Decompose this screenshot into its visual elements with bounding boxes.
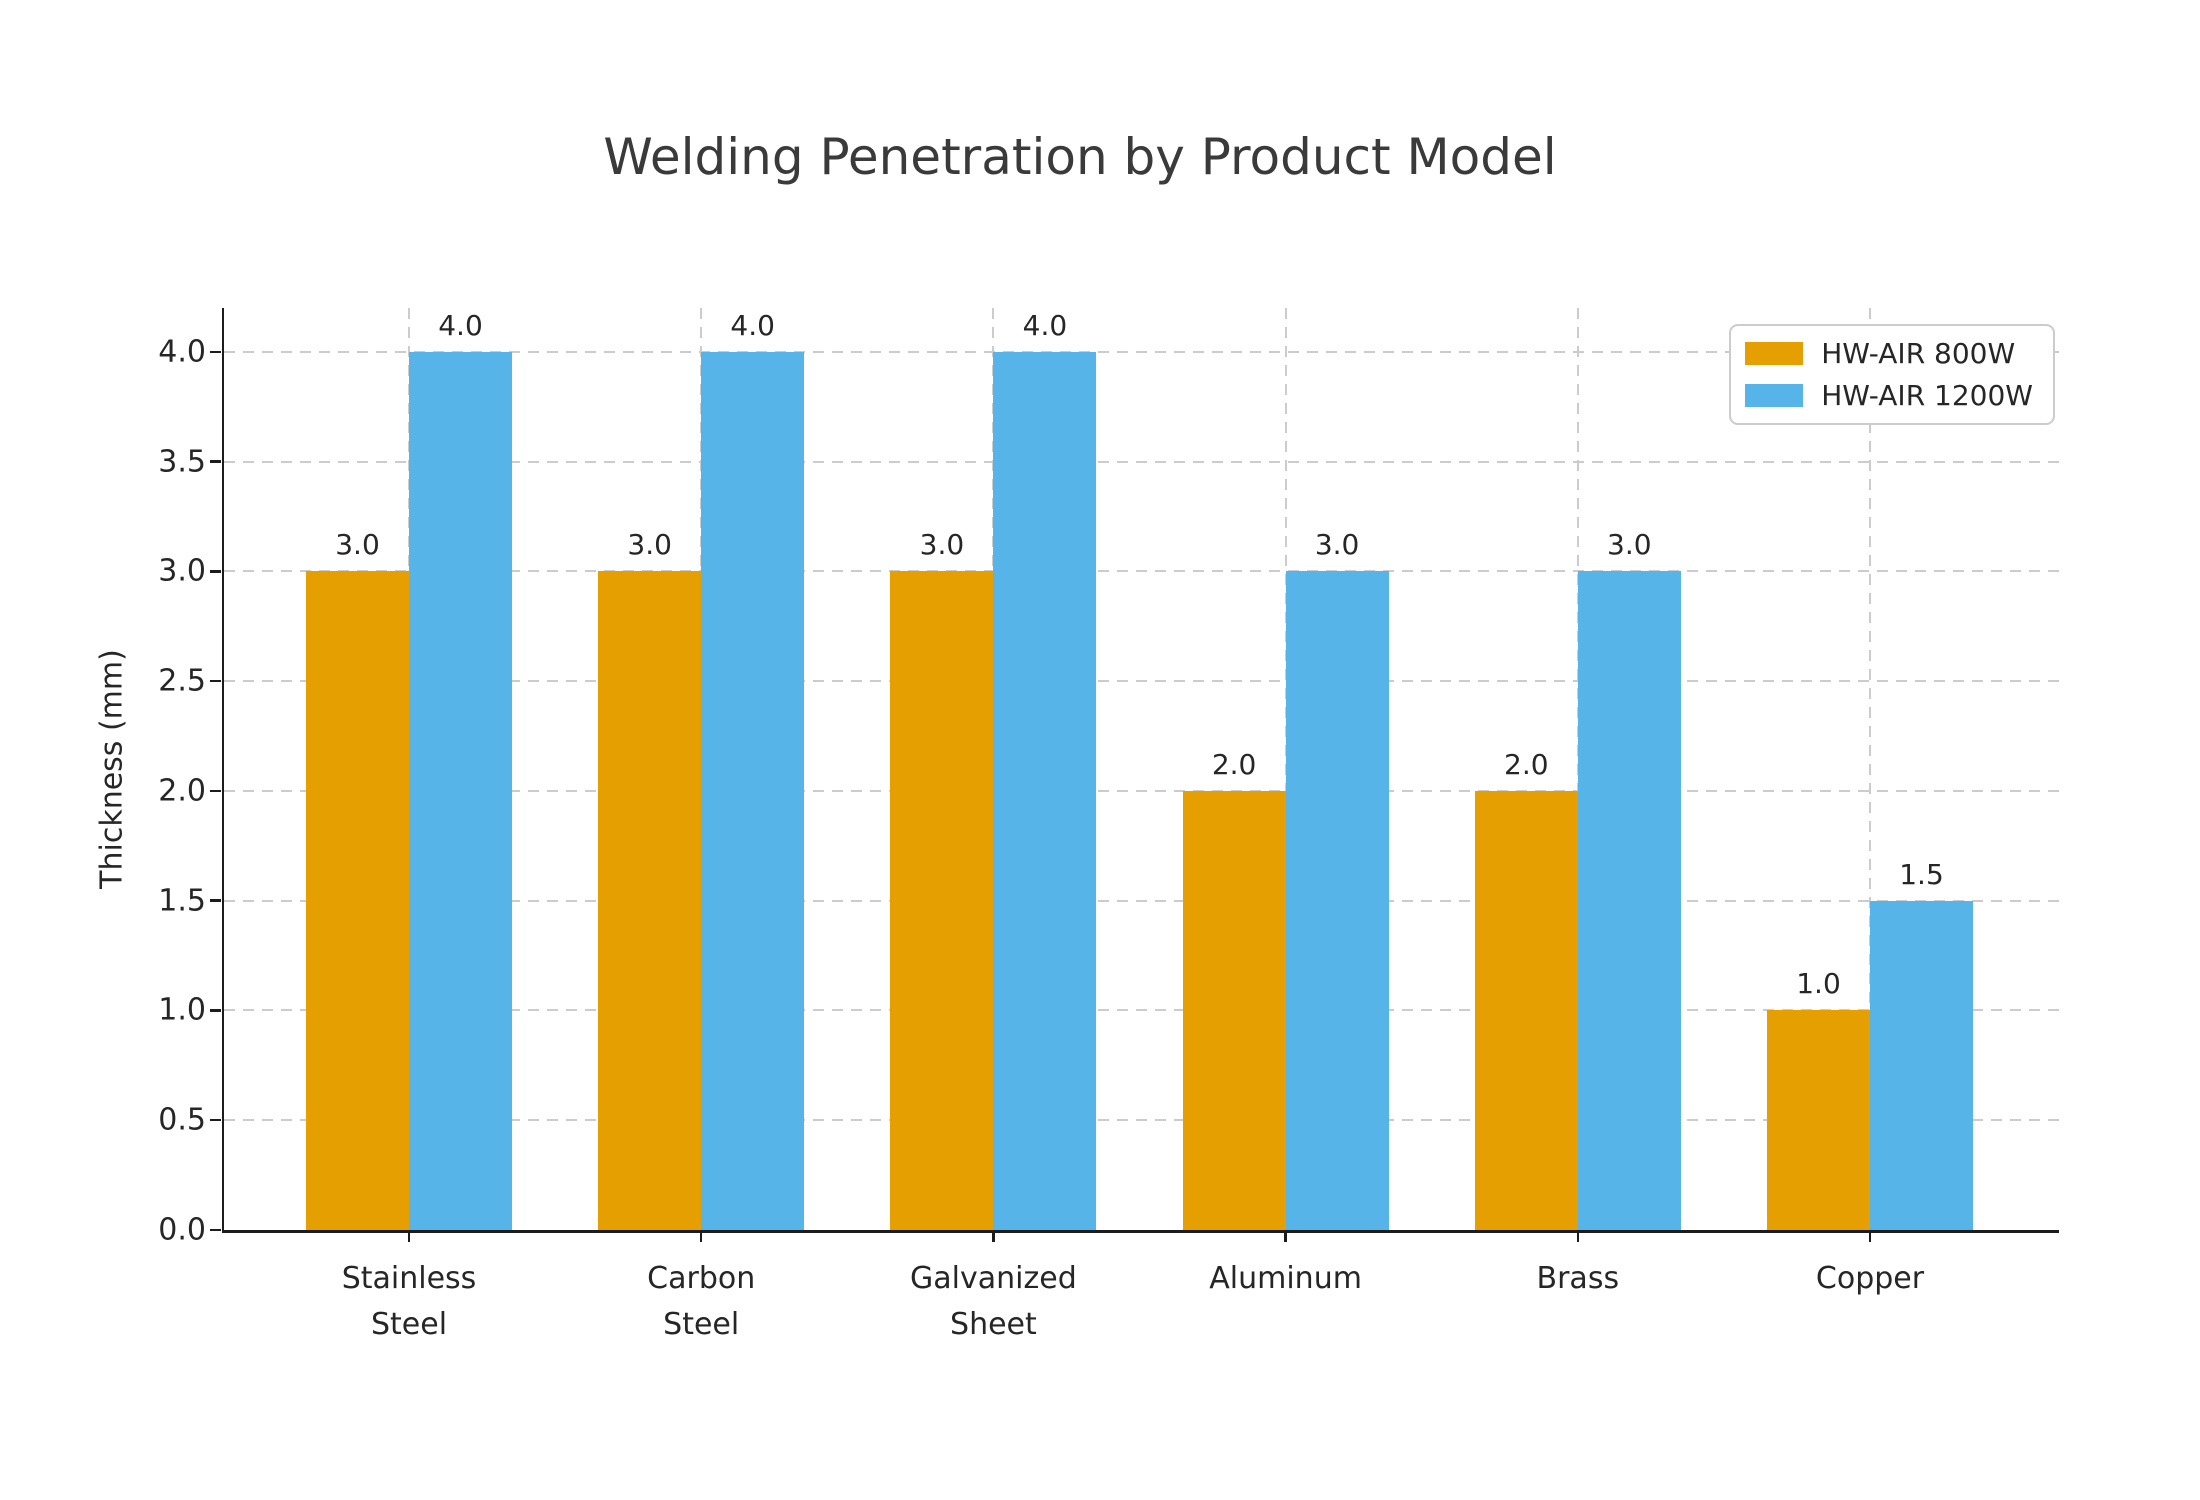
y-tick-mark (210, 1009, 221, 1012)
bar-value-label: 4.0 (730, 308, 775, 342)
y-tick-mark (210, 1118, 221, 1122)
bar-hw-air-1200w-stainless-steel (409, 351, 512, 1230)
legend-label: HW-AIR 1200W (1821, 379, 2033, 412)
gridline-horizontal (224, 899, 2059, 902)
bar-value-label: 2.0 (1211, 747, 1257, 781)
x-category-label-aluminum: Aluminum (1209, 1256, 1362, 1302)
plot-area: HW-AIR 800W HW-AIR 1200W 0.0 0.5 1.0 1.5 2.0 2… (158, 308, 2059, 1342)
bar-hw-air-1200w-galvanized-sheet (993, 351, 1097, 1230)
bar-hw-air-800w-galvanized-sheet (890, 571, 994, 1230)
y-tick-label: 1.5 (158, 883, 206, 919)
x-category-label-line: Copper (1815, 1261, 1925, 1296)
bar-hw-air-1200w-copper (1870, 900, 1973, 1230)
y-tick-label: 1.0 (158, 992, 206, 1028)
bar-value-label: 3.0 (1607, 528, 1652, 562)
x-tick-mark (699, 1233, 703, 1242)
bar-hw-air-1200w-carbon-steel (701, 351, 805, 1230)
bar-hw-air-1200w-aluminum (1285, 571, 1389, 1230)
bar-value-label: 3.0 (919, 528, 965, 562)
y-tick-mark (210, 899, 221, 902)
x-category-label-line: Steel (370, 1307, 448, 1342)
y-tick-label: 3.5 (158, 444, 206, 480)
y-tick-mark (210, 460, 221, 463)
x-tick-mark (992, 1233, 995, 1242)
x-category-label-line: Steel (663, 1307, 740, 1342)
x-tick-mark (1576, 1233, 1580, 1242)
gridline-horizontal (224, 350, 2059, 353)
x-category-label-stainless-steel: Stainless Steel (342, 1256, 477, 1348)
bar-hw-air-1200w-brass (1577, 571, 1681, 1230)
y-tick-mark (210, 789, 221, 793)
x-category-label-line: Aluminum (1209, 1261, 1362, 1296)
y-tick-mark (210, 350, 221, 354)
legend: HW-AIR 800W HW-AIR 1200W (1729, 324, 2055, 425)
x-tick-mark (1284, 1233, 1287, 1242)
gridline-horizontal (224, 1009, 2059, 1012)
y-tick-label: 0.5 (158, 1102, 206, 1138)
gridline-horizontal (224, 789, 2059, 792)
gridline-horizontal (224, 460, 2059, 463)
y-tick-mark (210, 570, 221, 573)
legend-swatch-hw-air-1200w (1745, 384, 1804, 407)
bar-value-label: 2.0 (1504, 747, 1549, 781)
legend-entry-hw-air-800w: HW-AIR 800W (1745, 337, 2033, 370)
y-tick-label: 2.5 (158, 663, 206, 699)
y-tick-label: 4.0 (158, 334, 206, 370)
x-category-label-brass: Brass (1537, 1256, 1620, 1302)
bar-hw-air-800w-aluminum (1182, 790, 1286, 1230)
gridline-horizontal (224, 1119, 2059, 1122)
x-tick-mark (407, 1233, 411, 1242)
x-category-label-copper: Copper (1816, 1256, 1924, 1302)
x-category-label-line: Brass (1536, 1261, 1620, 1296)
legend-entry-hw-air-1200w: HW-AIR 1200W (1745, 379, 2033, 412)
bar-value-label: 4.0 (438, 308, 483, 342)
legend-label: HW-AIR 800W (1821, 337, 2016, 370)
bar-value-label: 1.0 (1796, 967, 1841, 1001)
gridline-vertical (1869, 308, 1871, 1230)
y-tick-label: 2.0 (158, 773, 206, 809)
bar-hw-air-800w-carbon-steel (598, 571, 702, 1230)
x-tick-mark (1868, 1233, 1872, 1242)
legend-swatch-hw-air-800w (1745, 342, 1804, 365)
x-category-label-carbon-steel: Carbon Steel (647, 1256, 755, 1348)
bar-value-label: 3.0 (627, 528, 672, 562)
x-category-label-line: Carbon (647, 1261, 756, 1296)
bar-hw-air-800w-stainless-steel (306, 571, 409, 1230)
bar-value-label: 3.0 (1314, 528, 1360, 562)
gridline-horizontal (224, 680, 2059, 683)
x-category-label-line: Sheet (950, 1307, 1037, 1342)
bar-hw-air-800w-copper (1767, 1010, 1870, 1230)
bar-value-label: 1.5 (1899, 857, 1944, 891)
bar-value-label: 3.0 (335, 528, 380, 562)
gridline-horizontal (224, 570, 2059, 573)
y-tick-mark (210, 1228, 221, 1232)
y-axis-label: Thickness (mm) (94, 649, 130, 889)
y-tick-label: 0.0 (158, 1212, 206, 1248)
bar-value-label: 4.0 (1022, 308, 1068, 342)
x-category-label-line: Galvanized (910, 1261, 1077, 1296)
x-category-label-galvanized-sheet: Galvanized Sheet (910, 1256, 1077, 1348)
y-tick-mark (210, 679, 221, 683)
y-tick-label: 3.0 (158, 553, 206, 589)
x-category-label-line: Stainless (341, 1261, 477, 1296)
chart-title: Welding Penetration by Product Model (603, 128, 1557, 186)
bar-hw-air-800w-brass (1474, 790, 1578, 1230)
